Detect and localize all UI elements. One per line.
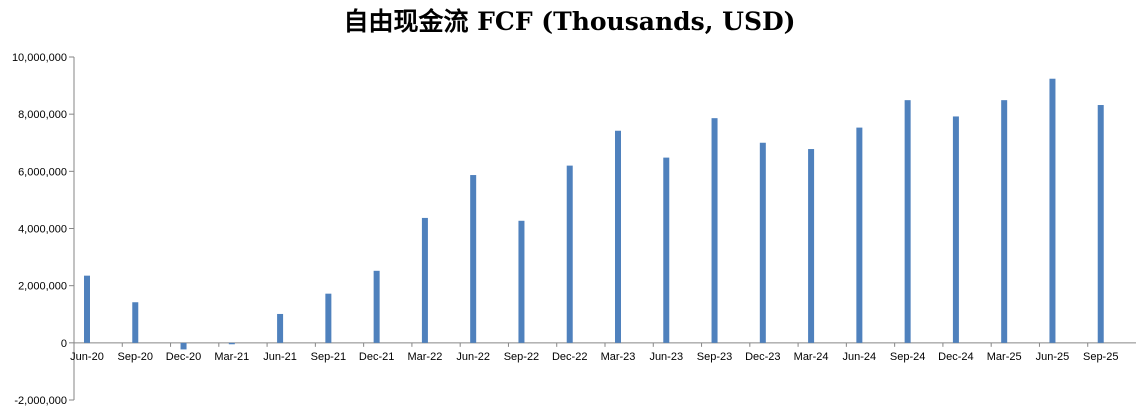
x-tick-label: Jun-25 <box>1036 351 1070 363</box>
x-tick-label: Mar-22 <box>407 351 442 363</box>
x-tick-label: Jun-22 <box>456 351 490 363</box>
x-tick-label: Jun-24 <box>843 351 877 363</box>
x-tick-label: Dec-22 <box>552 351 587 363</box>
bar-jun-24 <box>856 127 863 343</box>
x-tick-label: Sep-24 <box>890 351 925 363</box>
bar-sep-21 <box>325 293 332 343</box>
x-tick-label: Dec-21 <box>359 351 394 363</box>
x-tick-label: Dec-24 <box>938 351 973 363</box>
bar-sep-25 <box>1097 105 1104 343</box>
bar-sep-22 <box>518 220 525 343</box>
y-tick-label: 2,000,000 <box>18 281 67 293</box>
bar-sep-23 <box>711 118 718 343</box>
bar-mar-24 <box>808 149 815 343</box>
bar-mar-21 <box>228 342 235 345</box>
y-tick-label: 10,000,000 <box>12 52 67 64</box>
x-tick-label: Mar-24 <box>794 351 829 363</box>
bar-dec-20 <box>180 342 187 350</box>
x-tick-label: Mar-25 <box>987 351 1022 363</box>
x-tick-label: Mar-23 <box>601 351 636 363</box>
y-tick-label: 0 <box>61 338 67 350</box>
x-tick-label: Mar-21 <box>214 351 249 363</box>
y-tick-label: 8,000,000 <box>18 109 67 121</box>
bar-mar-22 <box>421 217 428 343</box>
x-tick-label: Sep-25 <box>1083 351 1118 363</box>
bar-sep-24 <box>904 100 911 343</box>
bar-dec-21 <box>373 270 380 343</box>
bar-sep-20 <box>132 302 139 343</box>
bar-dec-22 <box>566 165 573 343</box>
x-tick-label: Jun-23 <box>649 351 683 363</box>
x-tick-label: Sep-23 <box>697 351 732 363</box>
y-tick-label: 6,000,000 <box>18 166 67 178</box>
bar-jun-25 <box>1049 78 1056 343</box>
x-tick-label: Dec-20 <box>166 351 201 363</box>
x-tick-label: Sep-21 <box>311 351 346 363</box>
bar-jun-20 <box>84 275 90 343</box>
bar-jun-22 <box>470 175 477 343</box>
y-tick-label: 4,000,000 <box>18 224 67 236</box>
bar-jun-21 <box>277 313 284 343</box>
x-tick-label: Dec-23 <box>745 351 780 363</box>
x-tick-label: Jun-20 <box>70 351 104 363</box>
bar-dec-23 <box>759 142 766 343</box>
x-tick-label: Jun-21 <box>263 351 297 363</box>
bar-mar-23 <box>615 130 621 343</box>
chart-title: 自由现金流 FCF (Thousands, USD) <box>343 7 796 36</box>
bar-jun-23 <box>663 157 670 343</box>
x-tick-label: Sep-20 <box>118 351 153 363</box>
bar-mar-25 <box>1001 100 1008 343</box>
x-tick-label: Sep-22 <box>504 351 539 363</box>
bar-dec-24 <box>952 116 959 343</box>
y-tick-label: -2,000,000 <box>14 395 67 407</box>
